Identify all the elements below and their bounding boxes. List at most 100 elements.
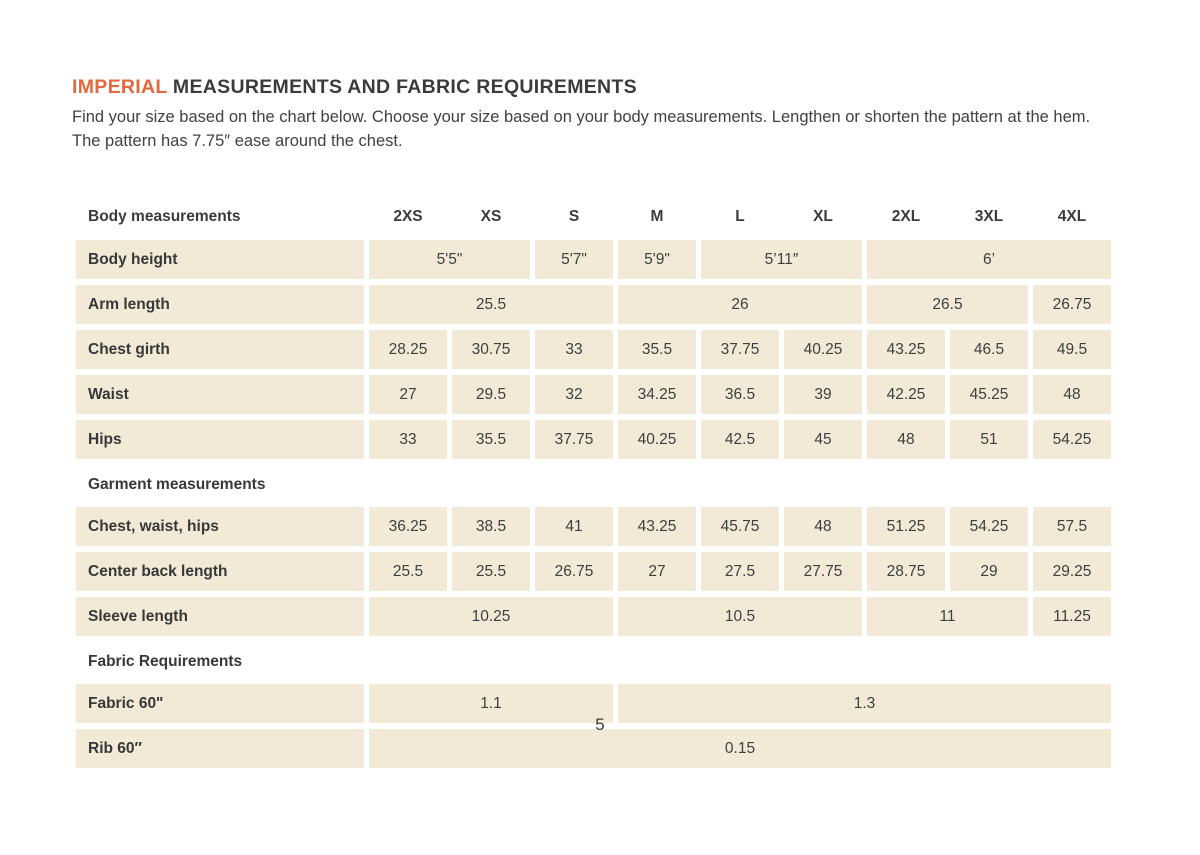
value-cell: 40.25 [618, 420, 696, 459]
row-label: Waist [76, 375, 364, 414]
table-row: Rib 60″ 0.15 [76, 729, 1111, 768]
value-cell: 11.25 [1033, 597, 1111, 636]
value-cell: 37.75 [535, 420, 613, 459]
value-cell: 10.25 [369, 597, 613, 636]
value-cell: 34.25 [618, 375, 696, 414]
value-cell: 0.15 [369, 729, 1111, 768]
size-column-header: 4XL [1057, 208, 1087, 225]
table-row: Waist 27 29.5 32 34.25 36.5 39 42.25 45.25 48 [76, 375, 1111, 414]
size-column-header: XL [813, 208, 833, 225]
value-cell: 43.25 [867, 330, 945, 369]
row-label: Chest girth [76, 330, 364, 369]
value-cell: 26.5 [867, 285, 1028, 324]
value-cell: 30.75 [452, 330, 530, 369]
intro-text: Find your size based on the chart below.… [72, 108, 1091, 150]
row-label: Body height [76, 240, 364, 279]
value-cell: 1.3 [618, 684, 1111, 723]
size-column-header: 3XL [974, 208, 1004, 225]
value-cell: 46.5 [950, 330, 1028, 369]
value-cell: 49.5 [1033, 330, 1111, 369]
value-cell: 48 [867, 420, 945, 459]
value-cell: 32 [535, 375, 613, 414]
value-cell: 26.75 [1033, 285, 1111, 324]
table-row: Hips 33 35.5 37.75 40.25 42.5 45 48 51 54.25 [76, 420, 1111, 459]
size-column-header: XS [480, 208, 502, 225]
table-row: Chest, waist, hips 36.25 38.5 41 43.25 45.75 4… [76, 507, 1111, 546]
table-row: Center back length 25.5 25.5 26.75 27 27.5 27.… [76, 552, 1111, 591]
value-cell: 26 [618, 285, 862, 324]
value-cell: 45.25 [950, 375, 1028, 414]
row-label: Rib 60″ [76, 729, 364, 768]
value-cell: 10.5 [618, 597, 862, 636]
value-cell: 25.5 [452, 552, 530, 591]
value-cell: 48 [1033, 375, 1111, 414]
value-cell: 43.25 [618, 507, 696, 546]
value-cell: 28.75 [867, 552, 945, 591]
value-cell: 42.5 [701, 420, 779, 459]
value-cell: 54.25 [1033, 420, 1111, 459]
table-row: Chest girth 28.25 30.75 33 35.5 37.75 40.25 43.… [76, 330, 1111, 369]
value-cell: 27.75 [784, 552, 862, 591]
value-cell: 29.25 [1033, 552, 1111, 591]
value-cell: 29 [950, 552, 1028, 591]
value-cell: 36.25 [369, 507, 447, 546]
value-cell: 25.5 [369, 285, 613, 324]
value-cell: 57.5 [1033, 507, 1111, 546]
row-label: Center back length [76, 552, 364, 591]
value-cell: 35.5 [452, 420, 530, 459]
value-cell: 51.25 [867, 507, 945, 546]
page-number: 5 [595, 715, 605, 734]
value-cell: 41 [535, 507, 613, 546]
size-column-header: 2XS [393, 208, 423, 225]
size-chart-table: Body measurements 2XS XS S M L XL 2XL 3XL 4XL Body… [76, 205, 1111, 768]
table-row: Body height 5'5" 5'7" 5'9" 5’11″ 6’ [76, 240, 1111, 279]
value-cell: 51 [950, 420, 1028, 459]
value-cell: 5’11″ [701, 240, 862, 279]
row-label: Chest, waist, hips [76, 507, 364, 546]
value-cell: 27 [618, 552, 696, 591]
value-cell: 45 [784, 420, 862, 459]
page-title: IMPERIAL MEASUREMENTS AND FABRIC REQUIRE… [72, 76, 1200, 99]
table-row: Fabric 60" 1.1 1.3 [76, 684, 1111, 723]
value-cell: 35.5 [618, 330, 696, 369]
size-column-header: S [568, 208, 580, 225]
header-label: Body measurements [88, 208, 241, 225]
table-header-row: Body measurements 2XS XS S M L XL 2XL 3XL 4XL [76, 205, 1111, 229]
value-cell: 48 [784, 507, 862, 546]
value-cell: 40.25 [784, 330, 862, 369]
row-label: Fabric 60" [76, 684, 364, 723]
value-cell: 36.5 [701, 375, 779, 414]
value-cell: 27 [369, 375, 447, 414]
value-cell: 37.75 [701, 330, 779, 369]
title-rest: MEASUREMENTS AND FABRIC REQUIREMENTS [167, 76, 637, 98]
size-column-header: 2XL [891, 208, 921, 225]
size-column-header: M [650, 208, 664, 225]
value-cell: 5'5" [369, 240, 530, 279]
table-row: Sleeve length 10.25 10.5 11 11.25 [76, 597, 1111, 636]
value-cell: 33 [535, 330, 613, 369]
section-title: Garment measurements [88, 476, 266, 493]
value-cell: 25.5 [369, 552, 447, 591]
value-cell: 27.5 [701, 552, 779, 591]
value-cell: 29.5 [452, 375, 530, 414]
value-cell: 1.1 [369, 684, 613, 723]
row-label: Sleeve length [76, 597, 364, 636]
value-cell: 38.5 [452, 507, 530, 546]
value-cell: 28.25 [369, 330, 447, 369]
title-highlight: IMPERIAL [72, 76, 168, 98]
value-cell: 45.75 [701, 507, 779, 546]
section-title: Fabric Requirements [88, 653, 243, 670]
row-label: Hips [76, 420, 364, 459]
value-cell: 33 [369, 420, 447, 459]
value-cell: 5'9" [618, 240, 696, 279]
value-cell: 39 [784, 375, 862, 414]
row-label: Arm length [76, 285, 364, 324]
value-cell: 6’ [867, 240, 1111, 279]
value-cell: 5'7" [535, 240, 613, 279]
value-cell: 54.25 [950, 507, 1028, 546]
size-column-header: L [735, 208, 745, 225]
table-row: Arm length 25.5 26 26.5 26.75 [76, 285, 1111, 324]
value-cell: 11 [867, 597, 1028, 636]
value-cell: 42.25 [867, 375, 945, 414]
